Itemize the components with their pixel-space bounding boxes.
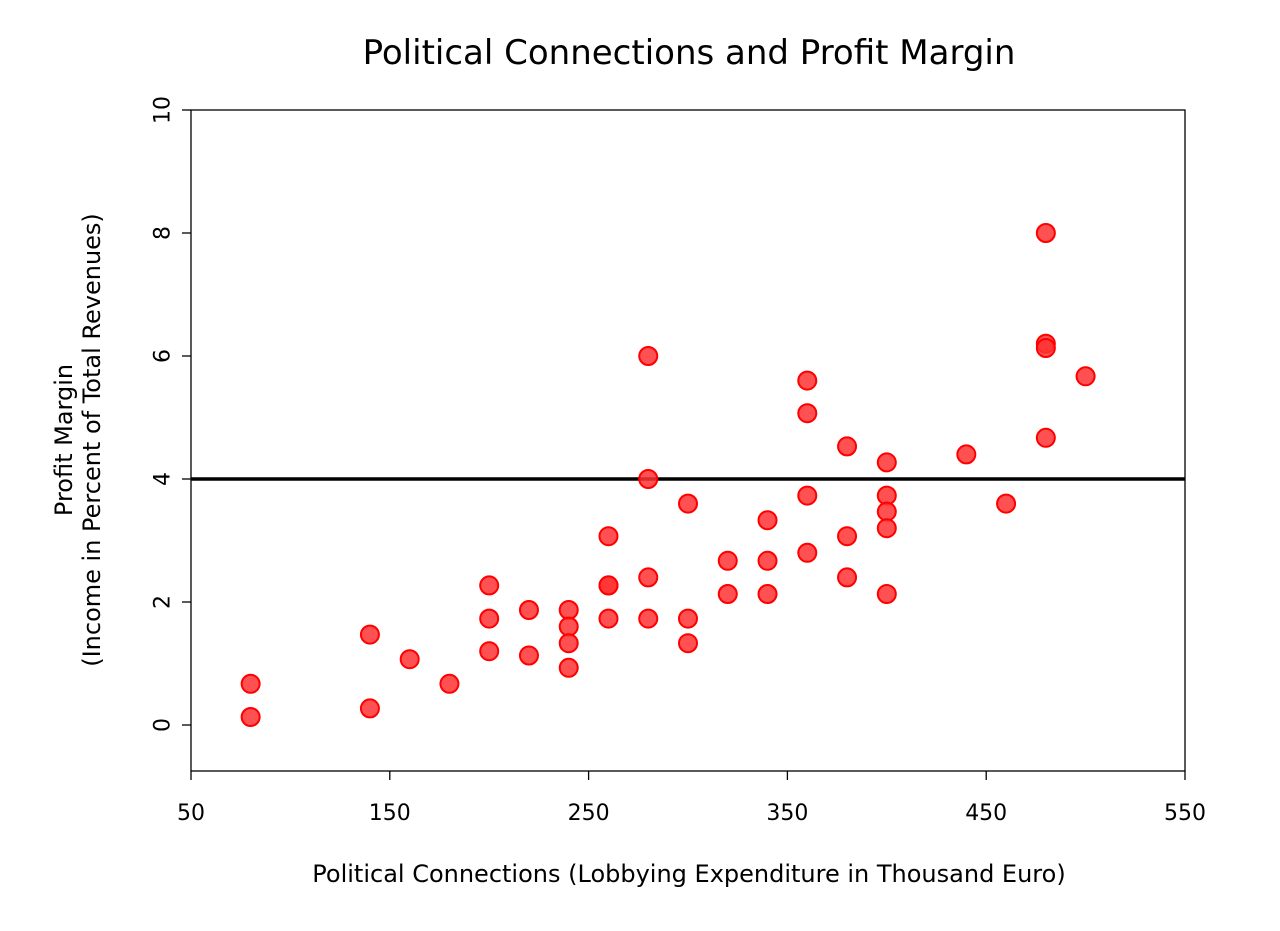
- data-point: [359, 698, 380, 719]
- y-tick-label: 10: [151, 96, 176, 124]
- data-point: [757, 550, 778, 571]
- x-tick-label: 150: [369, 801, 411, 826]
- data-point: [399, 649, 420, 670]
- data-point: [996, 493, 1017, 514]
- data-point: [837, 436, 858, 457]
- x-tick-label: 450: [965, 801, 1007, 826]
- data-point: [717, 584, 738, 605]
- data-point: [359, 624, 380, 645]
- data-point: [1075, 366, 1096, 387]
- data-point: [876, 501, 897, 522]
- y-axis: 0 2 4 6 8 10: [151, 96, 191, 732]
- data-point: [876, 452, 897, 473]
- data-point: [638, 608, 659, 629]
- x-axis: 50 150 250 350 450 550: [177, 771, 1206, 826]
- x-tick-label: 350: [766, 801, 808, 826]
- data-point: [1035, 427, 1056, 448]
- y-axis-label: Profit Margin (Income in Percent of Tota…: [50, 213, 106, 667]
- data-point: [837, 567, 858, 588]
- data-point: [678, 633, 698, 654]
- data-point: [717, 550, 738, 571]
- y-tick-label: 4: [151, 472, 176, 486]
- data-point: [678, 608, 698, 629]
- plot-frame: [190, 109, 1186, 772]
- data-point: [479, 575, 500, 596]
- data-point: [558, 657, 579, 678]
- data-point: [638, 469, 659, 489]
- x-tick-label: 550: [1164, 801, 1206, 826]
- data-point: [638, 346, 659, 366]
- y-tick-label: 8: [151, 226, 176, 240]
- data-point: [1035, 223, 1056, 243]
- x-tick-label: 250: [568, 801, 610, 826]
- data-point: [757, 584, 778, 605]
- data-point: [837, 526, 858, 547]
- data-point: [757, 510, 778, 531]
- y-tick-label: 0: [151, 718, 176, 732]
- data-point: [797, 403, 818, 424]
- data-point: [1035, 338, 1056, 359]
- data-point: [558, 616, 579, 637]
- x-tick-label: 50: [177, 801, 205, 826]
- data-points: [240, 223, 1096, 728]
- data-point: [956, 444, 977, 465]
- chart-title: Political Connections and Profit Margin: [363, 33, 1016, 73]
- data-point: [598, 575, 619, 596]
- data-point: [479, 641, 500, 662]
- data-point: [240, 707, 261, 728]
- data-point: [518, 599, 539, 620]
- data-point: [638, 567, 659, 588]
- data-point: [598, 526, 619, 547]
- x-axis-label: Political Connections (Lobbying Expendit…: [312, 860, 1065, 888]
- data-point: [558, 633, 579, 654]
- data-point: [797, 485, 818, 506]
- data-point: [876, 518, 897, 539]
- data-point: [797, 542, 818, 563]
- data-point: [678, 493, 698, 514]
- y-axis-label-line1: Profit Margin: [50, 364, 78, 516]
- data-point: [876, 584, 897, 605]
- y-tick-label: 6: [151, 349, 176, 363]
- data-point: [558, 599, 579, 620]
- data-point: [518, 645, 539, 666]
- data-point: [439, 673, 460, 694]
- data-point: [797, 370, 818, 391]
- data-point: [479, 608, 500, 629]
- y-tick-label: 2: [151, 595, 176, 609]
- y-axis-label-line2: (Income in Percent of Total Revenues): [78, 213, 106, 667]
- data-point: [598, 608, 619, 629]
- data-point: [240, 673, 261, 694]
